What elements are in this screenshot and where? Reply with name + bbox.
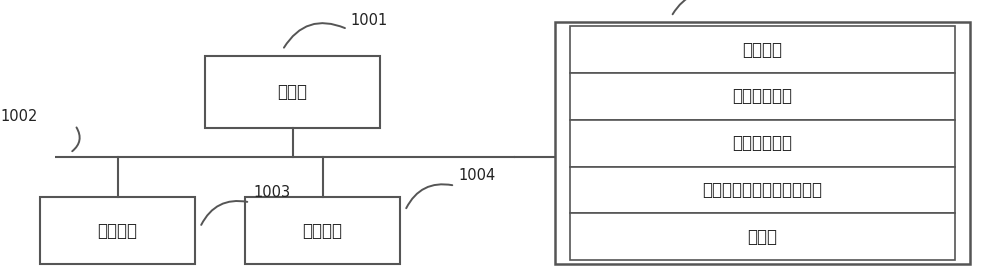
Text: 网络接口: 网络接口 bbox=[302, 222, 342, 240]
Text: 应用程序网络占比调节程序: 应用程序网络占比调节程序 bbox=[703, 181, 823, 199]
Text: 1002: 1002 bbox=[0, 109, 37, 124]
Bar bbox=[570, 73, 955, 120]
Text: 网络通信模块: 网络通信模块 bbox=[733, 88, 793, 105]
Text: 处理器: 处理器 bbox=[278, 83, 308, 101]
Bar bbox=[205, 56, 380, 128]
Bar bbox=[570, 167, 955, 213]
Text: 1004: 1004 bbox=[458, 168, 495, 183]
Text: 用户接口: 用户接口 bbox=[98, 222, 138, 240]
Text: 操作系统: 操作系统 bbox=[743, 41, 783, 59]
Bar bbox=[40, 197, 195, 264]
Bar bbox=[570, 213, 955, 260]
Bar bbox=[245, 197, 400, 264]
Text: 用户接口模块: 用户接口模块 bbox=[733, 134, 793, 152]
Text: 1001: 1001 bbox=[351, 13, 388, 28]
Bar bbox=[570, 120, 955, 167]
Text: 1003: 1003 bbox=[253, 185, 290, 200]
Bar bbox=[555, 22, 970, 264]
Text: 存储器: 存储器 bbox=[748, 228, 778, 245]
Bar bbox=[570, 26, 955, 73]
